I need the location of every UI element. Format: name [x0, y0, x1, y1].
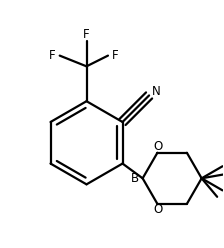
Text: O: O [154, 203, 163, 216]
Text: F: F [49, 49, 56, 62]
Text: N: N [151, 85, 160, 98]
Text: B: B [131, 172, 139, 185]
Text: F: F [83, 28, 90, 41]
Text: F: F [112, 49, 119, 62]
Text: O: O [154, 140, 163, 153]
